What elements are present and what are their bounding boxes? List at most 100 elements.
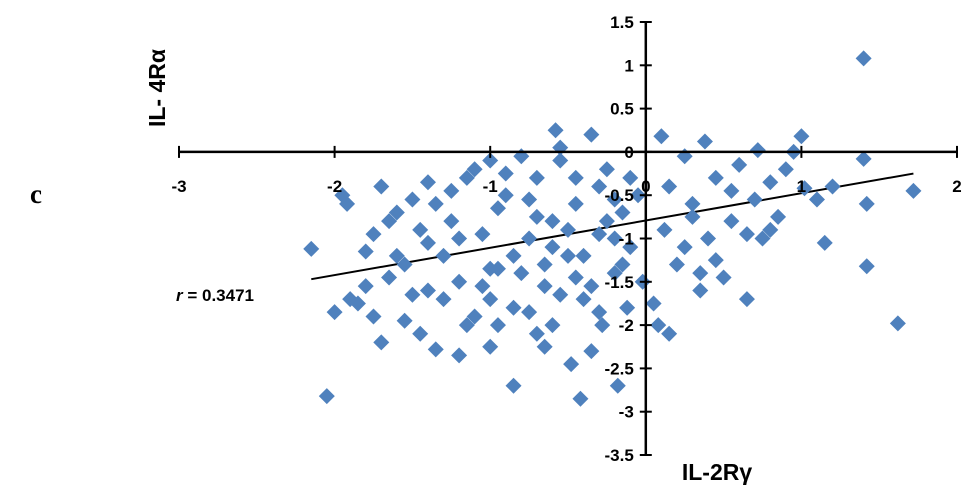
data-point: [547, 122, 564, 139]
x-tick-label: -2: [327, 177, 342, 196]
y-tick-label: -3: [619, 403, 634, 422]
trendline: [311, 172, 914, 281]
data-point: [505, 247, 522, 264]
y-tick-label: 1.5: [610, 13, 634, 32]
data-point: [419, 234, 436, 251]
data-point: [889, 315, 906, 332]
data-point: [606, 265, 623, 282]
data-point: [614, 256, 631, 273]
data-point: [349, 295, 366, 312]
data-point: [707, 169, 724, 186]
data-point: [661, 178, 678, 195]
data-point: [451, 230, 468, 247]
y-tick-label: -2: [619, 316, 634, 335]
data-point: [326, 304, 343, 321]
data-point: [365, 308, 382, 325]
data-point: [396, 256, 413, 273]
data-point: [482, 260, 499, 277]
data-point: [489, 317, 506, 334]
data-point: [427, 341, 444, 358]
data-point: [738, 291, 755, 308]
data-point: [528, 325, 545, 342]
data-point: [404, 191, 421, 208]
data-point: [808, 191, 825, 208]
data-point: [630, 187, 647, 204]
data-point: [458, 169, 475, 186]
data-point: [594, 317, 611, 334]
data-point: [858, 258, 875, 275]
x-tick-label: 1: [797, 177, 806, 196]
y-tick-label: -2.5: [605, 359, 634, 378]
data-point: [521, 230, 538, 247]
data-point: [513, 148, 530, 165]
data-point: [707, 252, 724, 269]
data-point: [435, 247, 452, 264]
data-point: [591, 304, 608, 321]
data-point: [560, 247, 576, 264]
data-point: [419, 282, 436, 299]
data-point: [858, 195, 875, 212]
data-point: [482, 291, 499, 308]
data-point: [536, 256, 553, 273]
data-point: [443, 213, 460, 230]
y-tick-label: 1: [624, 56, 633, 75]
x-tick-label: 0: [641, 177, 650, 196]
data-point: [731, 156, 748, 173]
data-point: [762, 174, 779, 191]
data-point: [497, 165, 514, 182]
data-point: [653, 128, 670, 145]
data-point: [435, 291, 452, 308]
data-point: [482, 152, 499, 169]
data-point: [572, 390, 589, 407]
data-point: [723, 213, 740, 230]
data-point: [443, 182, 460, 199]
data-point: [715, 269, 732, 286]
data-point: [552, 139, 569, 156]
data-point: [458, 317, 475, 334]
y-tick-label: 0.5: [610, 100, 634, 119]
data-point: [684, 195, 701, 212]
data-point: [357, 278, 374, 295]
data-point: [777, 161, 794, 178]
data-point: [668, 256, 685, 273]
data-point: [676, 239, 693, 256]
data-point: [536, 278, 553, 295]
y-tick-label: -3.5: [605, 446, 634, 465]
data-point: [339, 195, 356, 212]
y-tick-label: -1: [619, 230, 634, 249]
data-point: [381, 269, 398, 286]
data-point: [619, 299, 636, 316]
data-point: [396, 312, 413, 329]
data-point: [591, 178, 608, 195]
data-point: [598, 213, 615, 230]
data-point: [567, 169, 584, 186]
data-point: [855, 150, 872, 167]
data-point: [723, 182, 740, 199]
y-tick-label: -1.5: [605, 273, 634, 292]
data-point: [700, 230, 717, 247]
data-point: [560, 221, 576, 238]
data-point: [505, 377, 522, 394]
data-point: [609, 377, 626, 394]
data-point: [563, 356, 580, 373]
y-tick-label: 0: [624, 143, 633, 162]
data-point: [738, 226, 755, 243]
x-tick-label: -1: [483, 177, 498, 196]
data-point: [544, 239, 561, 256]
data-point: [661, 325, 678, 342]
data-point: [388, 204, 405, 221]
data-point: [583, 126, 600, 143]
data-point: [373, 334, 390, 351]
data-point: [505, 299, 522, 316]
data-point: [855, 50, 872, 67]
x-tick-label: 2: [952, 177, 961, 196]
data-point: [489, 200, 506, 217]
data-point: [381, 213, 398, 230]
data-point: [905, 182, 922, 199]
correlation-label: r = 0.3471: [176, 286, 254, 305]
data-point: [513, 265, 530, 282]
data-point: [536, 338, 553, 355]
data-point: [793, 128, 810, 145]
data-point: [357, 243, 374, 260]
